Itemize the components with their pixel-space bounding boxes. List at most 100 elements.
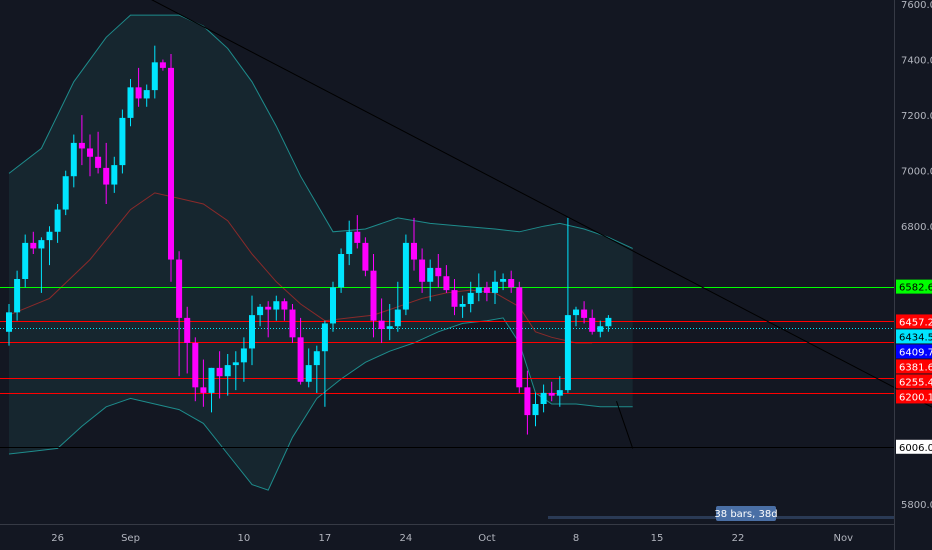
time-tick-label: 26	[51, 533, 64, 544]
candle-body	[265, 306, 272, 310]
candle-body	[435, 267, 442, 277]
candle-body	[394, 309, 401, 327]
candle-body	[22, 242, 29, 279]
candle-body	[111, 165, 118, 185]
candle-body	[289, 309, 296, 338]
candle-body	[14, 279, 21, 313]
price-tags: 6582.6 6457.2 6434.5 6409.7 6381.6 6255.4 6200…	[896, 279, 932, 454]
candle-body	[305, 365, 312, 382]
candle-body	[184, 317, 191, 343]
candle-body	[208, 367, 215, 393]
candle-body	[467, 292, 474, 304]
candle-body	[597, 326, 604, 332]
candle-body	[87, 148, 93, 157]
candle-body	[589, 317, 596, 332]
price-tag-label: 6582.6	[899, 283, 932, 294]
candle-body	[313, 351, 320, 366]
price-tick-label: 7200.0	[901, 111, 932, 122]
measure-label: 38 bars, 38d	[714, 509, 777, 520]
candle-body	[159, 62, 166, 68]
candle-body	[143, 90, 150, 99]
candle-body	[224, 365, 231, 377]
trendline[interactable]	[616, 401, 634, 449]
candle-body	[200, 387, 207, 393]
candle-body	[573, 309, 579, 316]
price-tick-label: 7400.0	[901, 56, 932, 67]
candle-body	[249, 315, 255, 349]
candle-body	[556, 390, 563, 396]
time-tick-label: 22	[732, 533, 745, 544]
time-tick-label: 24	[400, 533, 413, 544]
candle-body	[240, 348, 247, 363]
candle-body	[548, 392, 555, 396]
candle-body	[273, 301, 280, 310]
candle-body	[524, 387, 531, 416]
price-axis[interactable]: 7600.0 7400.0 7200.0 7000.0 6800.0 5800.0	[901, 0, 932, 511]
candle-body	[330, 287, 336, 324]
time-tick-label: Nov	[834, 533, 854, 544]
price-tag	[896, 359, 932, 374]
candle-body	[70, 142, 77, 177]
candle-body	[62, 176, 69, 210]
time-tick-label: 10	[238, 533, 251, 544]
candle-body	[135, 87, 142, 99]
price-tag-label: 6006.0	[899, 443, 932, 454]
time-tick-label: 17	[319, 533, 332, 544]
candle-body	[192, 342, 199, 388]
price-tick-label: 6800.0	[901, 222, 932, 233]
candle-body	[78, 142, 85, 149]
price-tick-label: 7000.0	[901, 167, 932, 178]
price-tag	[896, 439, 932, 454]
time-tick-label: 8	[573, 533, 579, 544]
candle-body	[176, 259, 183, 318]
bb-fill	[9, 15, 633, 491]
candle-body	[119, 117, 126, 166]
candle-body	[459, 304, 466, 307]
candle-body	[386, 326, 393, 329]
candle-body	[346, 231, 353, 254]
time-tick-label: Oct	[478, 533, 495, 544]
trendline[interactable]	[139, 0, 932, 462]
candle-body	[321, 323, 328, 352]
candle-body	[95, 156, 102, 168]
candle-body	[281, 301, 288, 310]
candle-body	[378, 320, 385, 329]
price-tag	[896, 329, 932, 344]
candle-body	[257, 306, 264, 316]
measure-tool[interactable]: 38 bars, 38d	[548, 506, 894, 521]
candle-body	[168, 67, 174, 260]
candle-body	[581, 309, 588, 318]
price-tick-label: 5800.0	[901, 500, 932, 511]
price-tag	[896, 389, 932, 404]
candle-body	[451, 290, 458, 307]
candle-body	[127, 87, 134, 118]
time-tick-label: 15	[651, 533, 664, 544]
candle-body	[508, 279, 515, 288]
candle-body	[151, 62, 158, 91]
horizontal-levels[interactable]	[0, 287, 894, 448]
price-tag-label: 6434.5	[899, 332, 932, 343]
candle-body	[6, 312, 12, 332]
candle-body	[216, 367, 223, 377]
price-tick-label: 7600.0	[901, 0, 932, 11]
price-tag-label: 6255.4	[899, 377, 932, 388]
trendlines[interactable]	[139, 0, 932, 462]
measure-label-box	[716, 506, 776, 521]
candle-body	[354, 231, 361, 243]
candle-body	[500, 279, 507, 282]
price-tag-label: 6409.7	[899, 347, 932, 358]
candle-body	[338, 254, 345, 288]
time-tick-label: Sep	[121, 533, 140, 544]
candle-body	[532, 404, 539, 416]
price-tag-label: 6457.2	[899, 317, 932, 328]
price-tag	[896, 314, 932, 329]
candle-body	[103, 167, 110, 185]
candle-body	[443, 276, 450, 291]
candle-body	[297, 337, 304, 382]
candle-body	[46, 231, 53, 241]
candle-body	[54, 209, 61, 232]
time-axis[interactable]: 26Sep101724Oct81522Nov12	[51, 533, 932, 544]
candle-body	[605, 317, 612, 327]
candle-body	[419, 259, 426, 282]
